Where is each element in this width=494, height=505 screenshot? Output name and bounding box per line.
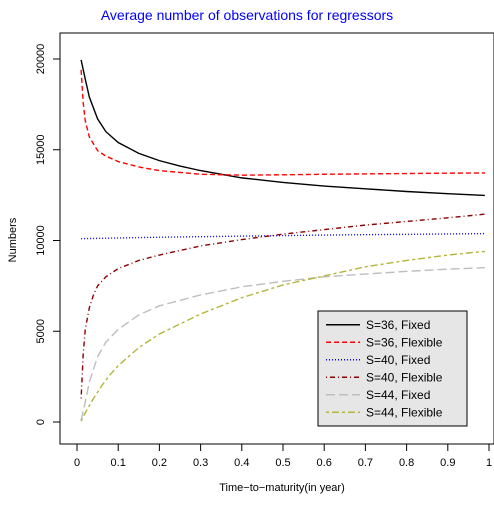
legend-label: S=36, Flexible <box>366 335 443 349</box>
y-axis-label: Numbers <box>7 217 19 262</box>
y-tick-label: 20000 <box>35 44 47 75</box>
x-tick-label: 0.6 <box>317 457 332 469</box>
legend: S=36, Fixed S=36, Flexible S=40, Fixed S=40… <box>317 310 468 427</box>
x-tick-label: 0.9 <box>440 457 455 469</box>
x-tick-label: 0.5 <box>275 457 290 469</box>
y-tick-label: 15000 <box>35 134 47 165</box>
x-axis-label: Time−to−maturity(in year) <box>219 482 345 494</box>
x-axis: 0 0.1 0.2 0.3 0.4 0.5 0.6 0.7 0.8 0.9 1 <box>74 443 492 469</box>
legend-label: S=40, Fixed <box>366 353 430 367</box>
x-tick-label: 0.3 <box>193 457 208 469</box>
series-line-s-36-flexible <box>80 69 485 176</box>
legend-label: S=44, Flexible <box>366 405 443 419</box>
series-line-s-44-flexible <box>80 250 485 422</box>
series-lines <box>80 59 485 422</box>
series-line-s-40-flexible <box>80 213 485 399</box>
chart-title: Average number of observations for regre… <box>101 7 393 23</box>
y-tick-label: 10000 <box>35 225 47 256</box>
y-tick-label: 0 <box>35 419 47 425</box>
legend-label: S=44, Fixed <box>366 388 430 402</box>
x-tick-label: 0.2 <box>152 457 167 469</box>
legend-label: S=40, Flexible <box>366 370 443 384</box>
x-tick-label: 0.4 <box>234 457 249 469</box>
x-tick-label: 0.1 <box>111 457 126 469</box>
legend-box <box>317 310 468 427</box>
x-tick-label: 1 <box>486 457 492 469</box>
series-line-s-36-fixed <box>80 59 485 197</box>
x-tick-label: 0.8 <box>399 457 414 469</box>
y-tick-label: 5000 <box>35 319 47 343</box>
series-line-s-40-fixed <box>81 232 485 240</box>
y-axis: 0 5000 10000 15000 20000 <box>35 44 61 425</box>
series-line-s-44-fixed <box>80 267 485 421</box>
legend-label: S=36, Fixed <box>366 318 430 332</box>
x-tick-label: 0 <box>74 457 80 469</box>
x-tick-label: 0.7 <box>358 457 373 469</box>
